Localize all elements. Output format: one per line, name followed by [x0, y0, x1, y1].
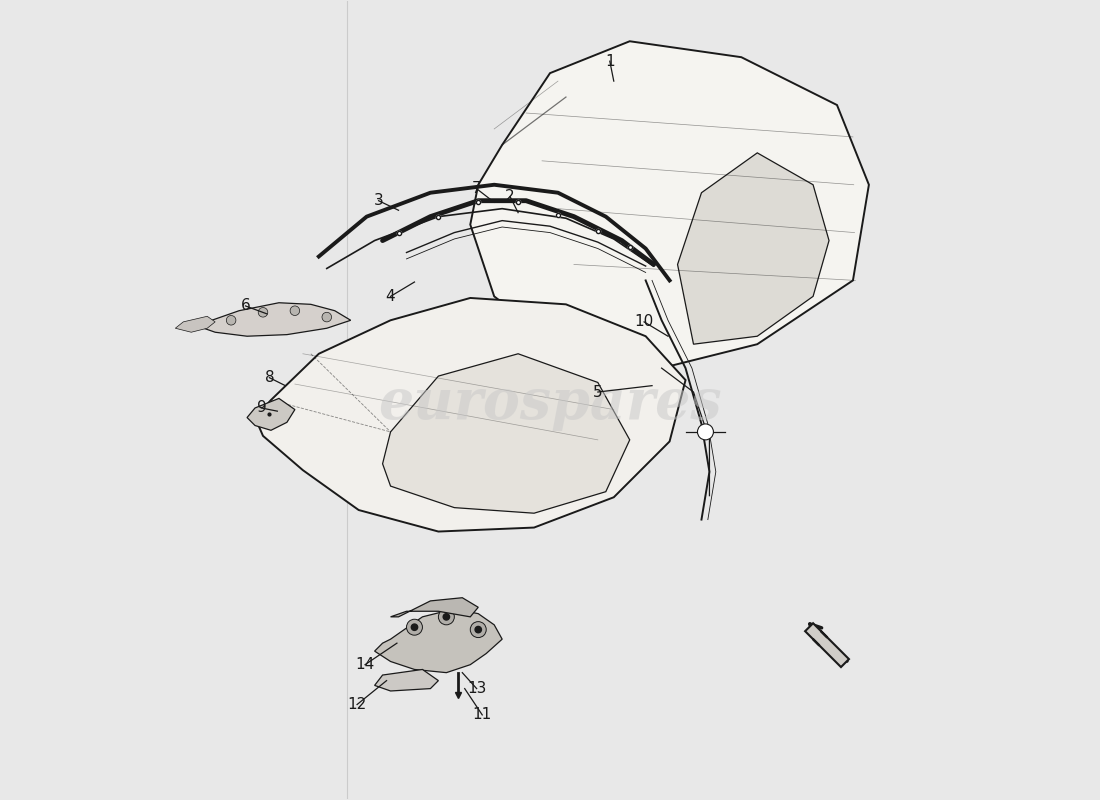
Polygon shape — [383, 354, 629, 514]
Circle shape — [322, 312, 331, 322]
Text: 11: 11 — [473, 707, 492, 722]
Polygon shape — [248, 398, 295, 430]
Polygon shape — [375, 670, 439, 691]
Text: 9: 9 — [256, 401, 266, 415]
Text: 13: 13 — [468, 681, 486, 696]
Circle shape — [475, 626, 482, 633]
Text: 4: 4 — [386, 289, 395, 304]
Polygon shape — [678, 153, 829, 344]
Polygon shape — [375, 609, 503, 673]
Text: 10: 10 — [635, 314, 653, 330]
Circle shape — [407, 619, 422, 635]
Circle shape — [471, 622, 486, 638]
Text: 7: 7 — [472, 182, 482, 196]
Text: 12: 12 — [348, 697, 366, 712]
Circle shape — [290, 306, 299, 315]
Polygon shape — [175, 316, 216, 332]
Text: 5: 5 — [593, 385, 603, 399]
Circle shape — [697, 424, 714, 440]
Text: 1: 1 — [605, 54, 615, 69]
Polygon shape — [471, 42, 869, 368]
Text: eurospares: eurospares — [378, 377, 722, 431]
Circle shape — [411, 624, 418, 630]
Polygon shape — [805, 623, 849, 667]
Text: 14: 14 — [355, 657, 375, 672]
Text: 6: 6 — [241, 298, 251, 314]
Polygon shape — [390, 598, 478, 617]
Circle shape — [227, 315, 235, 325]
Circle shape — [439, 609, 454, 625]
Circle shape — [443, 614, 450, 620]
Text: 8: 8 — [265, 370, 274, 385]
Circle shape — [258, 307, 267, 317]
Text: 3: 3 — [374, 193, 384, 208]
Polygon shape — [199, 302, 351, 336]
Polygon shape — [255, 298, 685, 531]
Text: 2: 2 — [505, 190, 515, 204]
